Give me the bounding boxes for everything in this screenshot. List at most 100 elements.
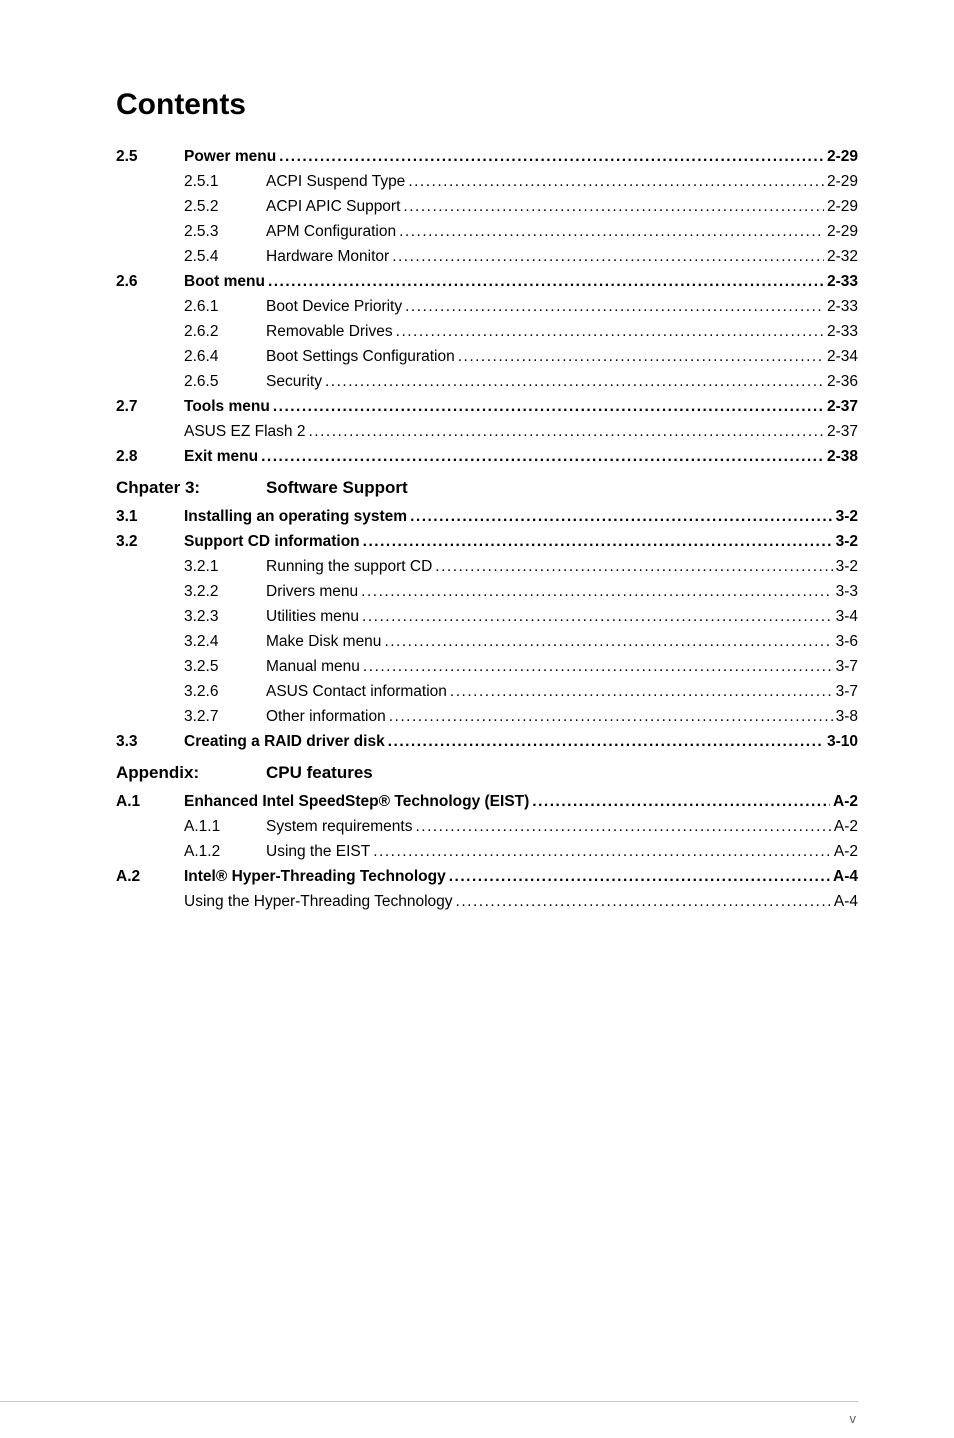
toc-line: A.1Enhanced Intel SpeedStep® Technology …: [116, 793, 858, 811]
toc-label: Boot Device Priority: [266, 298, 402, 316]
toc-leader: [261, 448, 824, 466]
page-title: Contents: [116, 88, 858, 122]
toc-subnumber: 3.2.6: [184, 683, 266, 701]
toc-page: 2-29: [827, 173, 858, 191]
toc-line: 3.2.6ASUS Contact information3-7: [116, 683, 858, 701]
toc-label: ACPI Suspend Type: [266, 173, 405, 191]
toc-leader: [363, 658, 833, 676]
toc-leader: [396, 323, 824, 341]
toc-page: 2-38: [827, 448, 858, 466]
toc-label: Tools menu: [184, 398, 270, 416]
toc-leader: [362, 608, 833, 626]
toc-line: ASUS EZ Flash 22-37: [116, 423, 858, 441]
toc-subnumber: 3.2.1: [184, 558, 266, 576]
toc-leader: [373, 843, 831, 861]
toc-label: Manual menu: [266, 658, 360, 676]
toc-page: 2-33: [827, 323, 858, 341]
toc-page: 3-4: [836, 608, 858, 626]
toc-label: Hardware Monitor: [266, 248, 389, 266]
toc-subnumber: 3.2.4: [184, 633, 266, 651]
toc-page: 3-7: [836, 658, 858, 676]
toc-line: 3.2Support CD information3-2: [116, 533, 858, 551]
chapter-title: Software Support: [266, 478, 408, 498]
toc-subnumber: A.1.2: [184, 843, 266, 861]
toc-leader: [325, 373, 824, 391]
toc-subnumber: 2.5.4: [184, 248, 266, 266]
toc-line: 2.7Tools menu2-37: [116, 398, 858, 416]
toc-number: A.1: [116, 793, 184, 811]
toc-label: Intel® Hyper-Threading Technology: [184, 868, 446, 886]
toc-subnumber: 3.2.3: [184, 608, 266, 626]
toc-subnumber: 2.5.2: [184, 198, 266, 216]
toc-line: 3.2.1Running the support CD 3-2: [116, 558, 858, 576]
toc-page: 3-2: [836, 533, 858, 551]
toc-leader: [268, 273, 824, 291]
toc-leader: [389, 708, 833, 726]
toc-number: 2.5: [116, 148, 184, 166]
toc-leader: [408, 173, 824, 191]
chapter-heading: Chpater 3:Software Support: [116, 478, 858, 498]
chapter-title: CPU features: [266, 763, 373, 783]
toc-leader: [449, 868, 830, 886]
toc-label: Drivers menu: [266, 583, 358, 601]
toc-label: Running the support CD: [266, 558, 432, 576]
toc-page: 3-6: [836, 633, 858, 651]
toc-line: 2.6.1Boot Device Priority2-33: [116, 298, 858, 316]
toc-page: 2-29: [827, 148, 858, 166]
toc-label: Boot Settings Configuration: [266, 348, 455, 366]
toc-page: 3-8: [836, 708, 858, 726]
toc-number: 2.6: [116, 273, 184, 291]
toc-number: 2.8: [116, 448, 184, 466]
toc-leader: [415, 818, 830, 836]
toc-label: Creating a RAID driver disk: [184, 733, 385, 751]
toc-subnumber: 2.6.4: [184, 348, 266, 366]
toc-line: 2.8Exit menu2-38: [116, 448, 858, 466]
toc-leader: [410, 508, 833, 526]
toc-line: 3.2.2Drivers menu 3-3: [116, 583, 858, 601]
toc-number: 3.3: [116, 733, 184, 751]
toc-page: 3-10: [827, 733, 858, 751]
toc-label: Installing an operating system: [184, 508, 407, 526]
toc-label: APM Configuration: [266, 223, 396, 241]
toc-leader: [456, 893, 831, 911]
toc-number: 3.1: [116, 508, 184, 526]
toc-line: A.1.1System requirementsA-2: [116, 818, 858, 836]
toc-leader: [384, 633, 832, 651]
toc-label: Other information: [266, 708, 386, 726]
toc-line: 3.2.3Utilities menu3-4: [116, 608, 858, 626]
toc-label: Make Disk menu: [266, 633, 381, 651]
toc-label: Using the EIST: [266, 843, 370, 861]
toc-page: 2-29: [827, 223, 858, 241]
toc-page: 2-34: [827, 348, 858, 366]
toc-subnumber: 3.2.7: [184, 708, 266, 726]
toc-leader: [405, 298, 824, 316]
toc-leader: [450, 683, 833, 701]
toc-leader: [308, 423, 824, 441]
toc-line: Using the Hyper-Threading TechnologyA-4: [116, 893, 858, 911]
toc-subnumber: 3.2.5: [184, 658, 266, 676]
toc-page: A-2: [834, 818, 858, 836]
toc-line: 3.2.7Other information 3-8: [116, 708, 858, 726]
toc-number: 3.2: [116, 533, 184, 551]
toc-line: 2.6.2Removable Drives2-33: [116, 323, 858, 341]
toc-leader: [361, 583, 832, 601]
toc-label: Enhanced Intel SpeedStep® Technology (EI…: [184, 793, 529, 811]
footer-rule: [0, 1401, 858, 1402]
table-of-contents: 2.5Power menu2-292.5.1ACPI Suspend Type2…: [116, 148, 858, 911]
toc-leader: [399, 223, 824, 241]
toc-page: 3-3: [836, 583, 858, 601]
toc-page: A-4: [834, 893, 858, 911]
toc-leader: [458, 348, 824, 366]
toc-leader: [392, 248, 824, 266]
toc-subnumber: 3.2.2: [184, 583, 266, 601]
toc-line: A.1.2Using the EISTA-2: [116, 843, 858, 861]
toc-label: ASUS EZ Flash 2: [184, 423, 305, 441]
page-number: v: [850, 1411, 857, 1426]
toc-subnumber: A.1.1: [184, 818, 266, 836]
toc-page: 3-2: [836, 558, 858, 576]
toc-line: 2.6.4Boot Settings Configuration 2-34: [116, 348, 858, 366]
toc-subnumber: 2.5.3: [184, 223, 266, 241]
toc-label: ASUS Contact information: [266, 683, 447, 701]
toc-page: 2-33: [827, 298, 858, 316]
toc-leader: [388, 733, 824, 751]
